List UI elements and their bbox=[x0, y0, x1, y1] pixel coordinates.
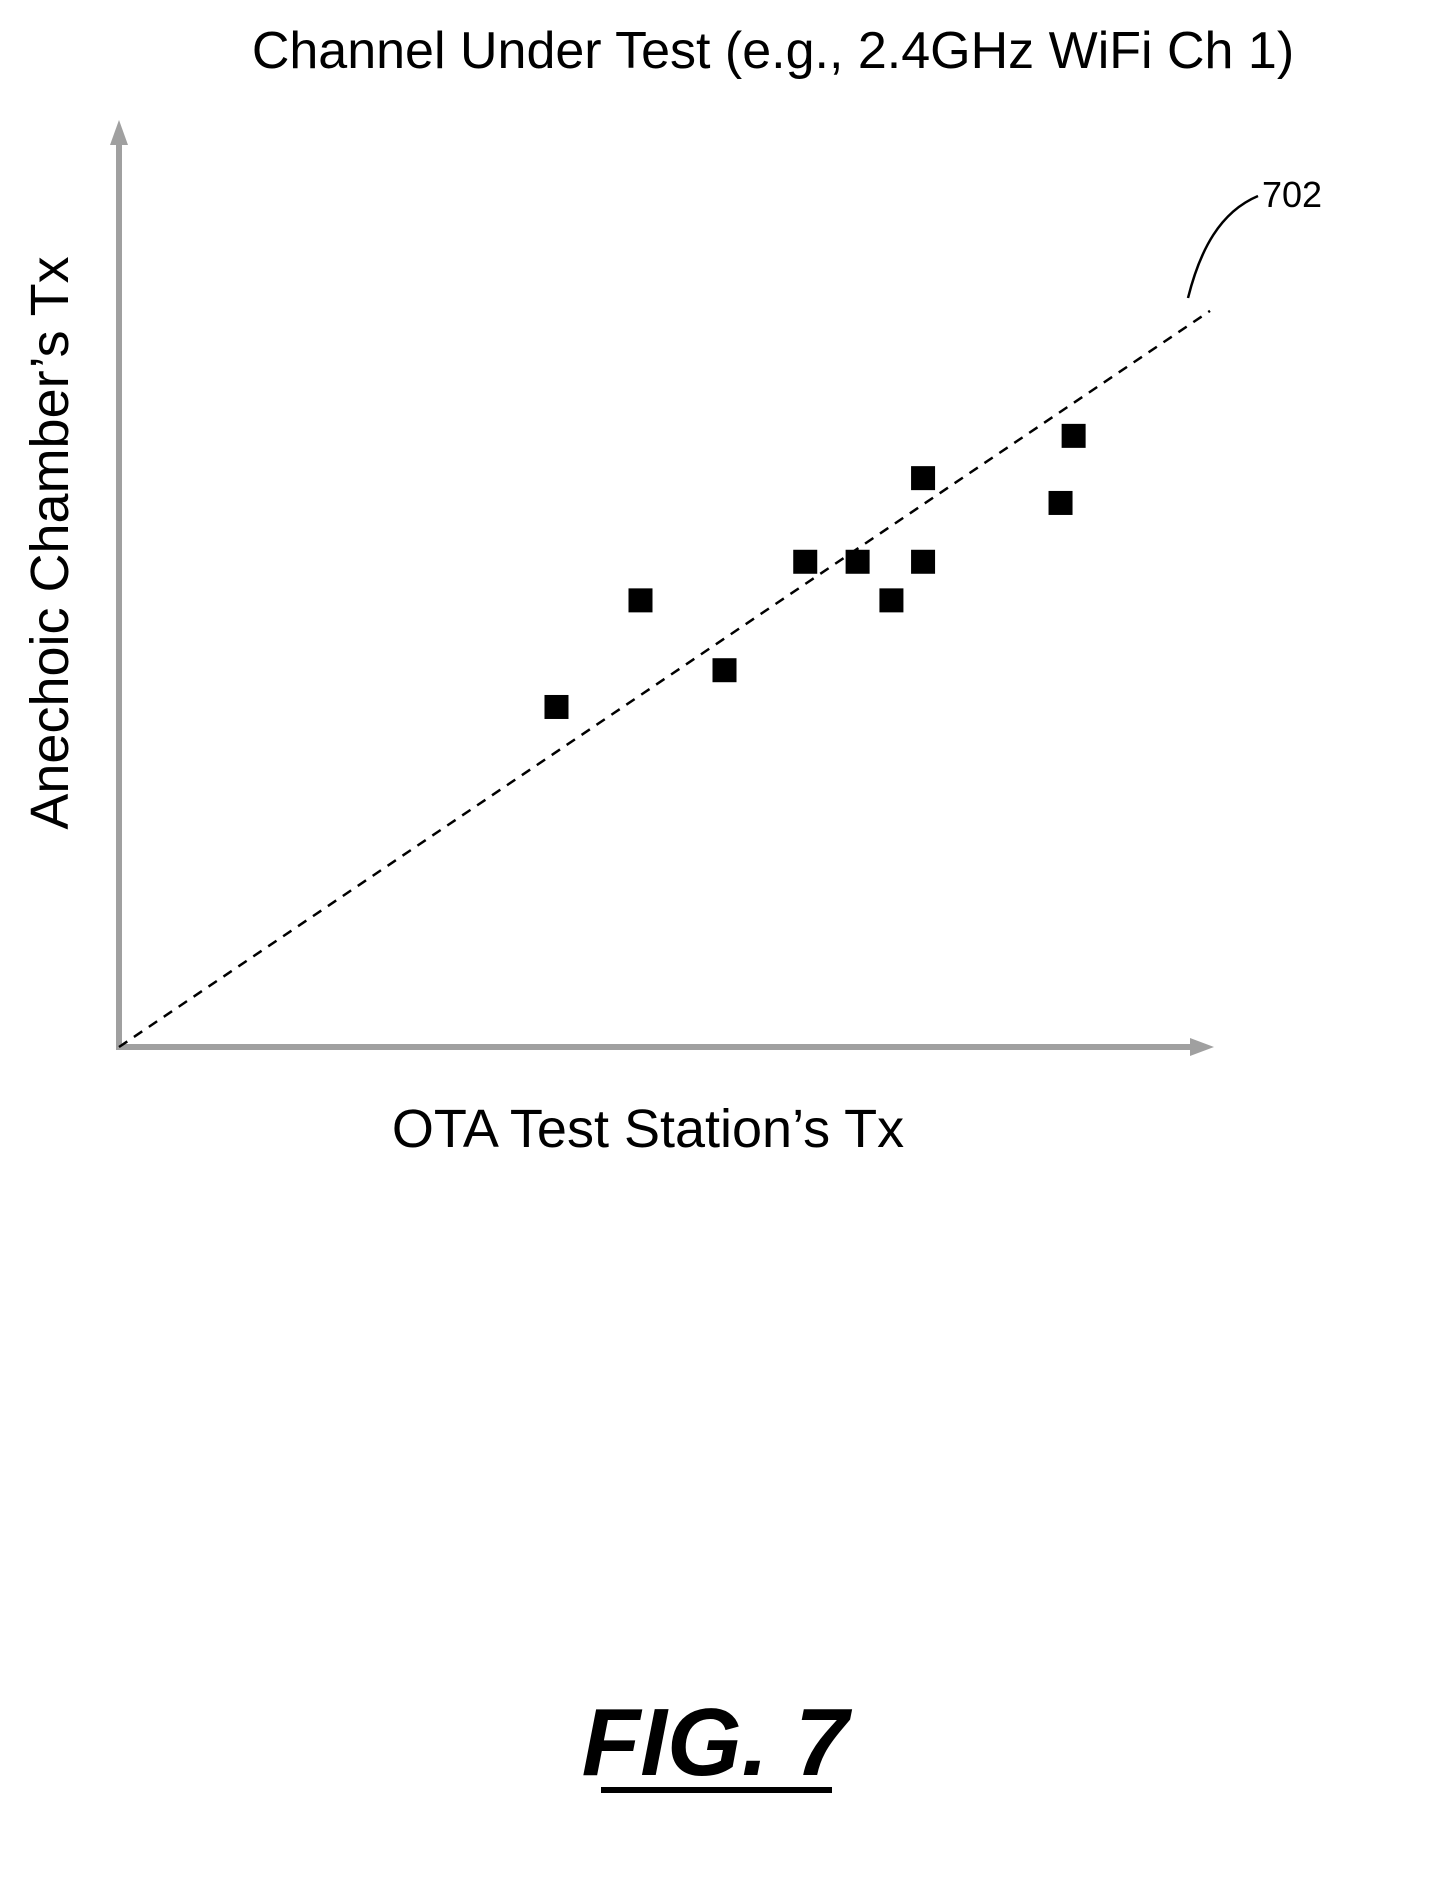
scatter-point-6 bbox=[879, 588, 904, 613]
scatter-point-5 bbox=[845, 549, 870, 574]
axes bbox=[110, 120, 1214, 1056]
annotation-label-702: 702 bbox=[1262, 174, 1322, 215]
scatter-point-3 bbox=[712, 658, 737, 683]
trend-line bbox=[118, 309, 1211, 1049]
scatter-points bbox=[544, 423, 1086, 719]
annotation-leader-line bbox=[1186, 194, 1259, 299]
scatter-point-4 bbox=[793, 549, 818, 574]
scatter-point-1 bbox=[544, 694, 569, 719]
scatter-point-10 bbox=[1061, 423, 1086, 448]
scatter-point-9 bbox=[1048, 490, 1073, 515]
y-axis-label: Anechoic Chamber’s Tx bbox=[20, 256, 80, 829]
chart-title: Channel Under Test (e.g., 2.4GHz WiFi Ch… bbox=[252, 22, 1294, 80]
scatter-point-2 bbox=[628, 588, 653, 613]
scatter-point-8 bbox=[911, 466, 936, 491]
figure-caption: FIG. 7 bbox=[582, 1689, 853, 1796]
scatter-point-7 bbox=[911, 549, 936, 574]
y-axis-arrowhead bbox=[110, 120, 128, 145]
x-axis-arrowhead bbox=[1190, 1038, 1214, 1056]
x-axis-label: OTA Test Station’s Tx bbox=[392, 1099, 904, 1159]
